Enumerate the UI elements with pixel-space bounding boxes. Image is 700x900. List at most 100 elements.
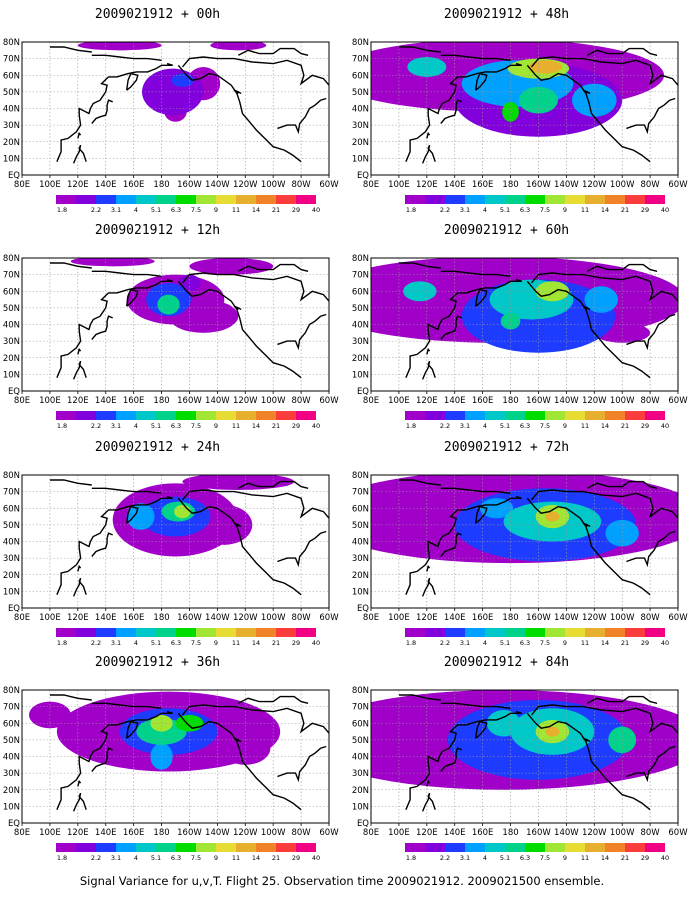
- colorbar-label: 2.2: [91, 639, 101, 647]
- y-tick-label: 10N: [352, 587, 369, 597]
- colorbar-swatch: [256, 843, 276, 852]
- coastline-layer: [49, 46, 329, 164]
- x-tick-label: 120W: [582, 396, 607, 406]
- y-tick-label: 10N: [352, 370, 369, 380]
- colorbar-label: 40: [661, 422, 669, 430]
- colorbar-label: 4: [134, 639, 138, 647]
- y-tick-label: 40N: [352, 753, 369, 763]
- colorbar-swatch: [625, 411, 645, 420]
- colorbar-label: 14: [252, 206, 260, 214]
- y-tick-label: EQ: [8, 387, 20, 397]
- colorbar-swatch: [565, 195, 585, 204]
- colorbar-label: 11: [232, 854, 240, 862]
- colorbar-swatch: [425, 843, 445, 852]
- coastline-layer: [398, 262, 678, 380]
- colorbar-label: 3.1: [460, 854, 470, 862]
- colorbar-label: 6.3: [171, 206, 181, 214]
- colorbar-swatch: [605, 411, 625, 420]
- colorbar-label: 7.5: [540, 206, 550, 214]
- coastline: [421, 577, 436, 597]
- colorbar-swatch: [116, 411, 136, 420]
- colorbar-label: 21: [621, 639, 629, 647]
- colorbar-swatch: [505, 843, 525, 852]
- colorbar-swatch: [76, 195, 96, 204]
- colorbar-swatch: [405, 411, 425, 420]
- x-tick-label: 80E: [14, 396, 30, 406]
- variance-contour: [210, 42, 267, 51]
- y-tick-label: 80N: [3, 471, 20, 481]
- colorbar-label: 4: [483, 206, 487, 214]
- colorbar-swatch: [645, 195, 665, 204]
- colorbar-label: 1.8: [406, 854, 416, 862]
- y-tick-label: 50N: [3, 88, 20, 98]
- y-tick-label: 30N: [352, 554, 369, 564]
- coastline: [582, 522, 591, 528]
- variance-contour: [518, 86, 558, 114]
- coastline: [475, 72, 488, 91]
- colorbar-label: 29: [641, 854, 649, 862]
- coastline: [91, 702, 162, 709]
- coastline: [77, 779, 82, 787]
- colorbar-swatch: [256, 411, 276, 420]
- coastline: [181, 489, 329, 519]
- colorbar-label: 40: [661, 206, 669, 214]
- x-tick-label: 180: [153, 396, 169, 406]
- coastline: [475, 720, 488, 739]
- y-tick-label: 20N: [3, 786, 20, 796]
- x-tick-label: 120W: [233, 613, 258, 623]
- y-tick-label: 30N: [3, 337, 20, 347]
- x-tick-label: 80E: [363, 613, 379, 623]
- variance-contour: [182, 475, 295, 490]
- colorbar-swatch: [116, 628, 136, 637]
- colorbar-label: 5.1: [500, 639, 510, 647]
- colorbar-label: 6.3: [520, 854, 530, 862]
- coastline: [398, 479, 441, 486]
- colorbar-label: 3.1: [460, 639, 470, 647]
- y-tick-label: 10N: [3, 587, 20, 597]
- colorbar-swatch: [96, 628, 116, 637]
- y-tick-label: EQ: [357, 604, 369, 614]
- coastline: [237, 263, 309, 272]
- x-tick-label: 120E: [416, 180, 438, 190]
- x-tick-label: 100E: [388, 613, 410, 623]
- coastline: [56, 62, 173, 162]
- y-tick-label: 20N: [352, 786, 369, 796]
- colorbar-swatch: [625, 628, 645, 637]
- colorbar-label: 11: [232, 422, 240, 430]
- x-tick-label: 100W: [261, 613, 286, 623]
- x-tick-label: 140W: [205, 828, 230, 838]
- colorbar-swatch: [605, 843, 625, 852]
- y-tick-label: 10N: [3, 370, 20, 380]
- coastline: [233, 522, 242, 528]
- colorbar-swatch: [505, 628, 525, 637]
- colorbar-swatch: [545, 628, 565, 637]
- colorbar-swatch: [405, 843, 425, 852]
- y-tick-label: 60N: [352, 71, 369, 81]
- y-tick-label: EQ: [8, 171, 20, 181]
- colorbar-swatch: [485, 628, 505, 637]
- x-tick-label: 80W: [640, 396, 660, 406]
- coastline: [426, 779, 431, 787]
- colorbar-label: 40: [661, 639, 669, 647]
- y-tick-label: 40N: [3, 321, 20, 331]
- y-tick-label: 80N: [352, 471, 369, 481]
- coastline: [91, 99, 113, 124]
- colorbar-swatch: [405, 628, 425, 637]
- coastline: [398, 262, 441, 269]
- y-tick-label: 30N: [3, 769, 20, 779]
- x-tick-label: 180: [502, 828, 518, 838]
- colorbar-swatch: [236, 195, 256, 204]
- colorbar-label: 29: [641, 206, 649, 214]
- y-tick-label: 70N: [3, 271, 20, 281]
- x-tick-label: 140E: [444, 828, 466, 838]
- x-tick-label: 160E: [123, 180, 145, 190]
- x-tick-label: 160W: [526, 613, 551, 623]
- colorbar-label: 29: [292, 854, 300, 862]
- colorbar-label: 1.8: [57, 854, 67, 862]
- colorbar-swatch: [585, 411, 605, 420]
- colorbar-label: 9: [214, 422, 218, 430]
- x-tick-label: 100E: [388, 396, 410, 406]
- map-panel: 2009021912 + 36h 80E 100E 120E 140E 160E 180 16…: [3, 655, 339, 862]
- colorbar-swatch: [525, 411, 545, 420]
- x-tick-label: 180: [502, 396, 518, 406]
